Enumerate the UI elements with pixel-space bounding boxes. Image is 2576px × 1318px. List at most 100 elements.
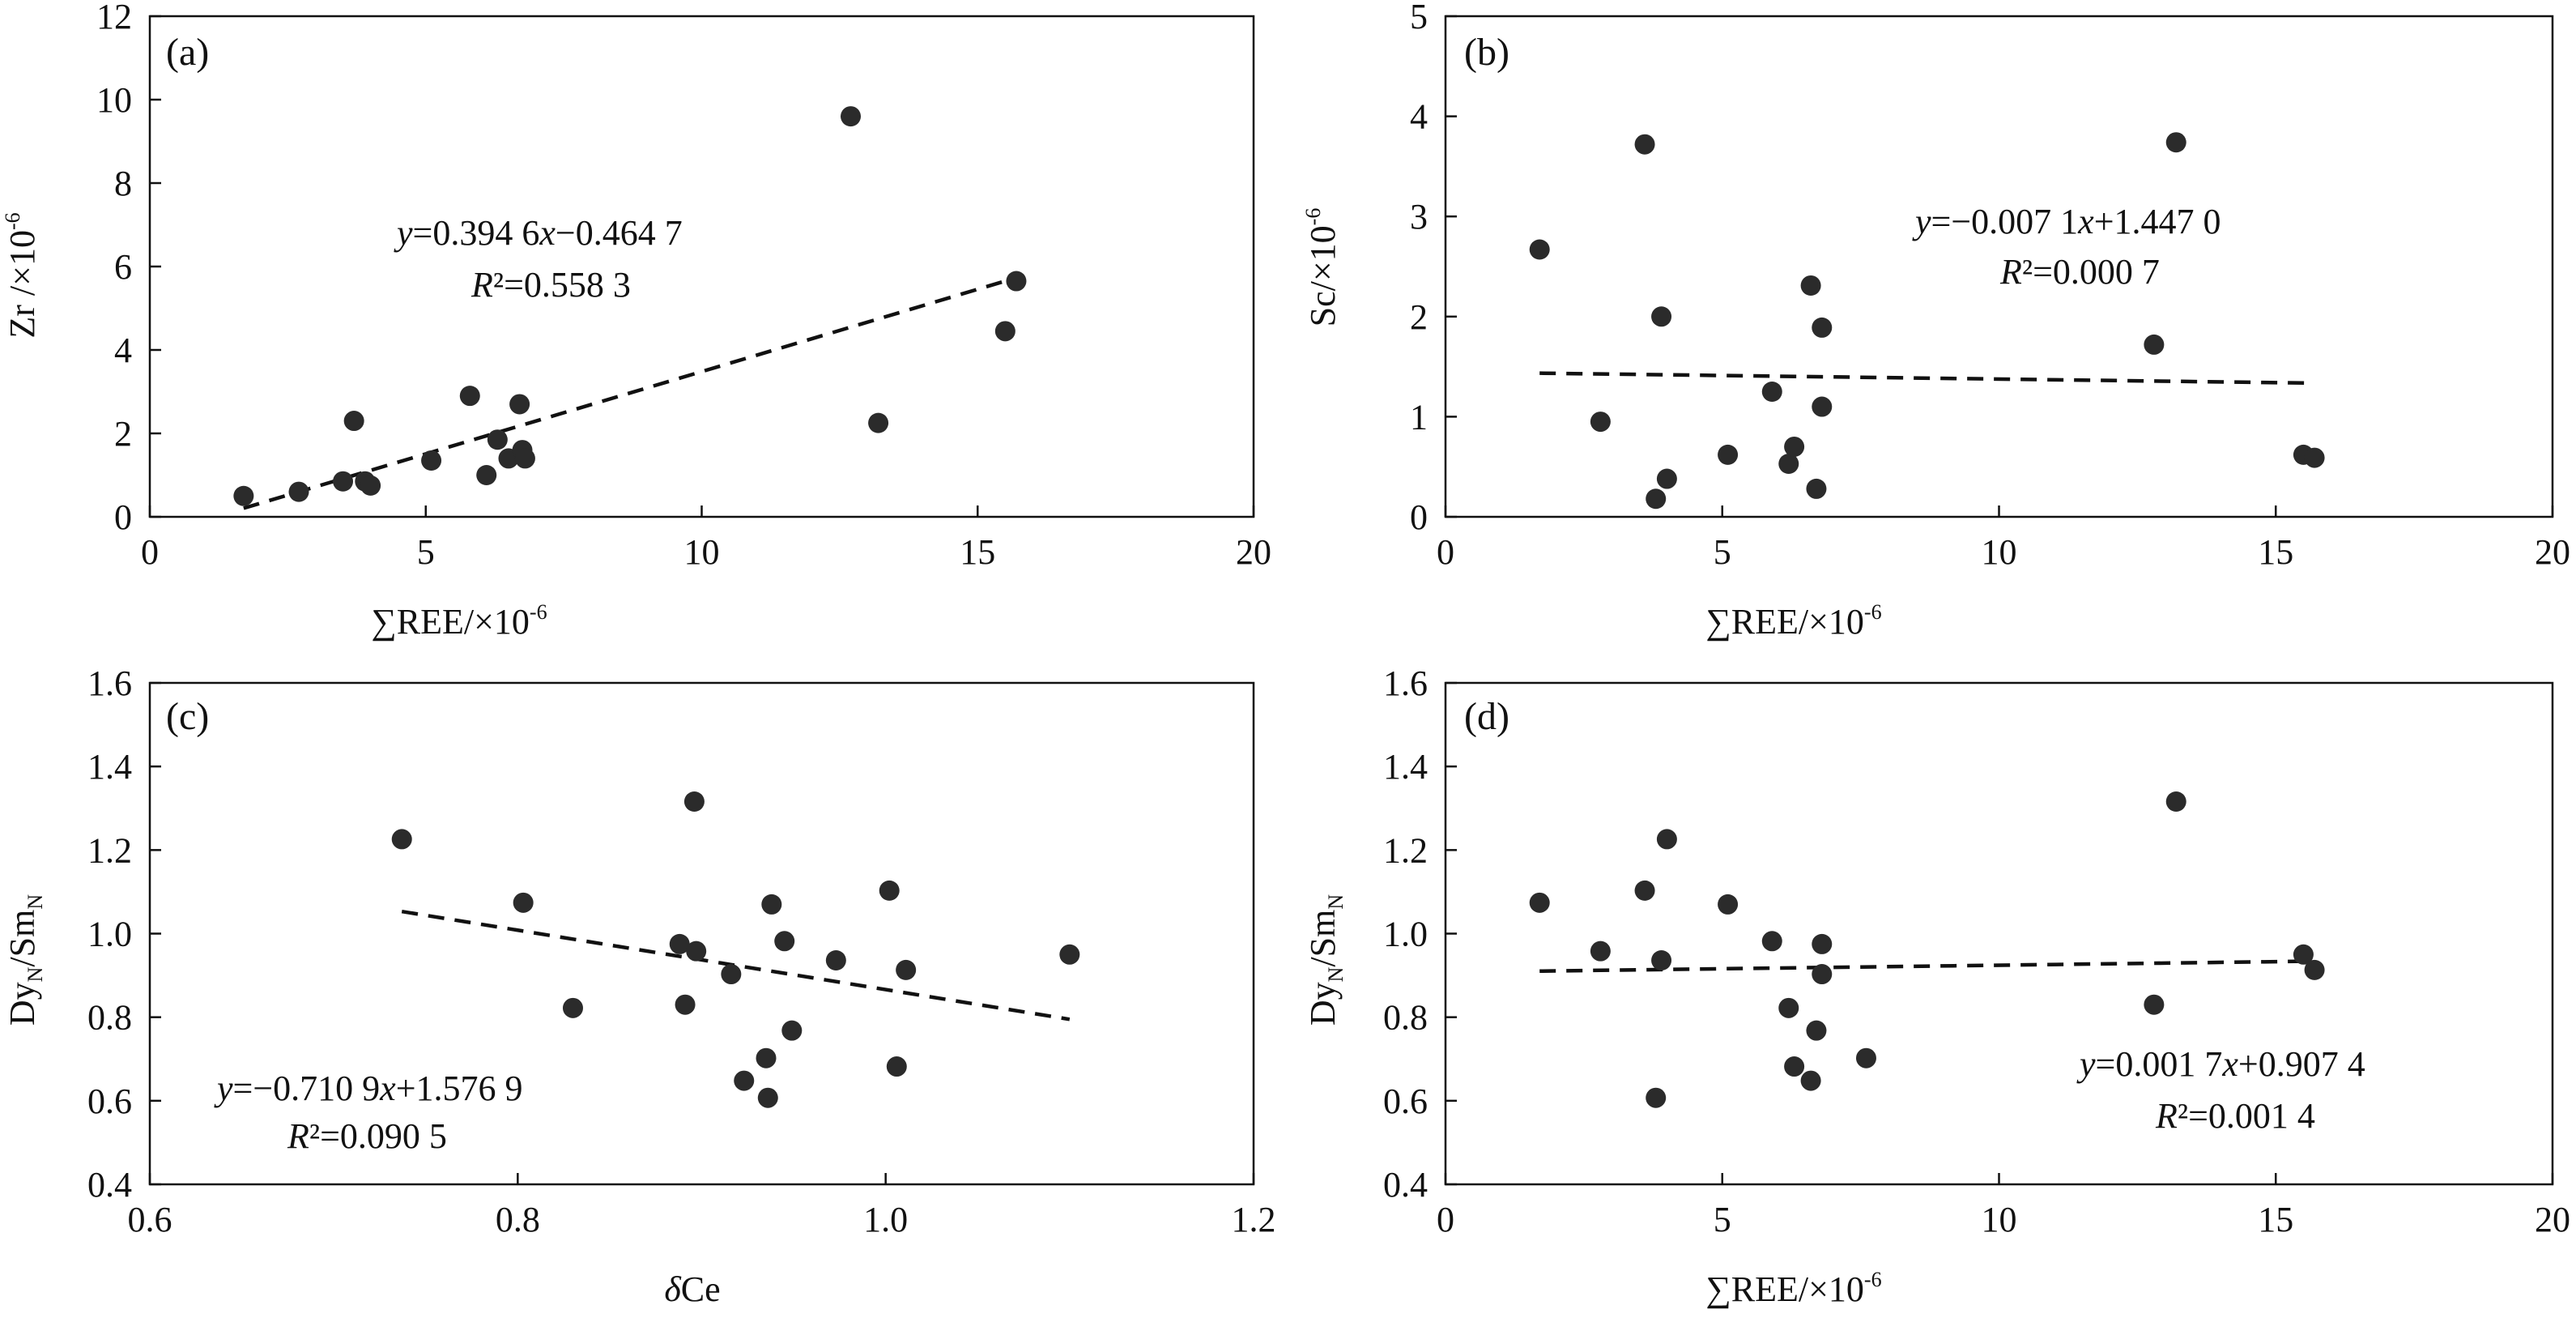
panel-c-ylabel-sub2: N bbox=[23, 894, 47, 910]
panel-d-data-point bbox=[1529, 892, 1550, 913]
panel-d-data-point bbox=[1718, 894, 1739, 915]
panel-c-ylabel-b: /Sm bbox=[2, 910, 42, 967]
panel-d-ytick-label: 1.4 bbox=[1383, 747, 1428, 787]
panel-a-xtick-label: 15 bbox=[960, 532, 995, 572]
panel-c-data-point bbox=[756, 1047, 777, 1068]
panel-d-trendline-group bbox=[1539, 959, 2315, 974]
panel-d-data-point bbox=[1761, 931, 1782, 952]
panel-c-r2: R²=0.090 5 bbox=[287, 1116, 447, 1156]
panel-d-xtick-label: 20 bbox=[2535, 1200, 2570, 1239]
panel-a-xlabel: ∑REE/×10-6 bbox=[371, 600, 547, 642]
panel-b-points bbox=[1529, 132, 2325, 510]
panel-c-data-point bbox=[757, 1087, 778, 1108]
panel-b-eq-var: x bbox=[2077, 202, 2094, 241]
panel-a-r2-r: R bbox=[470, 265, 493, 305]
panel-d: (d) 0 5 10 15 20 0.4 0.6 0.8 1.0 1.2 1.4 1.6 y=0.00… bbox=[1303, 663, 2570, 1309]
panel-d-tag: (d) bbox=[1464, 695, 1509, 738]
panel-c-eq-lhs: y bbox=[214, 1068, 233, 1108]
panel-b-xlabel-sup: -6 bbox=[1864, 600, 1882, 624]
panel-a-ytick-label: 2 bbox=[114, 414, 132, 454]
panel-b-data-point bbox=[2165, 132, 2186, 153]
panel-d-ytick-label: 1.2 bbox=[1383, 830, 1428, 870]
panel-c-data-point bbox=[562, 997, 583, 1018]
panel-c-data-point bbox=[761, 894, 782, 915]
panel-d-equation: y=0.001 7x+0.907 4 bbox=[2076, 1044, 2365, 1084]
panel-a-eq-var: x bbox=[539, 213, 556, 253]
panel-a-ytick-label: 12 bbox=[96, 0, 132, 36]
panel-b-xtick-label: 5 bbox=[1714, 532, 1731, 572]
panel-b-trendline-group bbox=[1539, 371, 2315, 386]
panel-b-data-point bbox=[1761, 382, 1782, 402]
panel-c-data-point bbox=[896, 959, 917, 980]
panel-d-ytick-label: 0.8 bbox=[1383, 998, 1428, 1038]
panel-c-ytick-label: 0.6 bbox=[87, 1081, 132, 1121]
panel-c-data-point bbox=[774, 931, 795, 952]
panel-d-data-point bbox=[1800, 1070, 1821, 1091]
panel-b: (b) 0 5 10 15 20 0 1 2 3 4 5 y=−0.007 1x+1.447 0 R… bbox=[1301, 0, 2570, 642]
panel-c-eq-tail: +1.576 9 bbox=[396, 1068, 523, 1108]
panel-c-ytick-label: 1.4 bbox=[87, 747, 132, 787]
panel-c-data-point bbox=[721, 964, 742, 985]
panel-a: (a) 0 5 10 15 20 0 2 4 6 8 10 12 y=0.394 6x−0.464 7… bbox=[1, 0, 1271, 642]
panel-d-ylabel-sub1: N bbox=[1324, 966, 1348, 982]
panel-d-data-point bbox=[1812, 933, 1833, 954]
panel-a-data-point bbox=[233, 485, 254, 506]
panel-b-ylabel: Sc/×10-6 bbox=[1301, 208, 1343, 327]
panel-a-xlabel-sup: -6 bbox=[530, 600, 547, 624]
panel-d-data-point bbox=[1634, 880, 1655, 901]
panel-a-data-point bbox=[360, 475, 381, 496]
panel-a-r2: R²=0.558 3 bbox=[470, 265, 631, 305]
panel-b-data-point bbox=[1590, 412, 1611, 433]
panel-d-xtick-label: 0 bbox=[1437, 1200, 1454, 1239]
panel-c-xtick-label: 0.6 bbox=[128, 1200, 172, 1239]
panel-c-data-point bbox=[781, 1020, 803, 1041]
panel-a-ytick-label: 6 bbox=[114, 247, 132, 287]
panel-b-data-point bbox=[2144, 334, 2165, 355]
panel-c-data-point bbox=[886, 1056, 907, 1077]
panel-a-tag: (a) bbox=[166, 31, 209, 74]
panel-c-xtick-label: 1.0 bbox=[863, 1200, 908, 1239]
panel-b-ytick-label: 4 bbox=[1410, 97, 1428, 137]
panel-d-ytick-label: 1.6 bbox=[1383, 663, 1428, 703]
panel-a-data-point bbox=[868, 412, 889, 433]
panel-c-ytick-label: 1.6 bbox=[87, 663, 132, 703]
panel-b-ytick-label: 1 bbox=[1410, 397, 1428, 437]
panel-b-data-point bbox=[1812, 396, 1833, 417]
panel-d-ylabel-sub2: N bbox=[1324, 894, 1348, 910]
panel-c-ytick-label: 0.8 bbox=[87, 998, 132, 1038]
panel-c-ylabel-a: Dy bbox=[2, 982, 42, 1026]
panel-c-tag: (c) bbox=[166, 695, 209, 738]
panel-c-data-point bbox=[669, 933, 690, 954]
panel-b-r2-r: R bbox=[1999, 252, 2022, 292]
panel-c-trendline-group bbox=[401, 909, 1071, 1022]
panel-c-data-point bbox=[513, 892, 534, 913]
panel-a-trendline bbox=[243, 275, 1017, 510]
panel-d-axes: 0 5 10 15 20 0.4 0.6 0.8 1.0 1.2 1.4 1.6 bbox=[1383, 663, 2570, 1239]
panel-d-data-point bbox=[1855, 1047, 1876, 1068]
panel-a-xtick-label: 0 bbox=[141, 532, 159, 572]
panel-b-data-point bbox=[1651, 306, 1672, 327]
panel-b-ylabel-sup: -6 bbox=[1301, 208, 1325, 226]
panel-b-xtick-label: 10 bbox=[1982, 532, 2017, 572]
panel-a-ylabel-sup: -6 bbox=[1, 212, 24, 230]
panel-d-ylabel-a: Dy bbox=[1303, 982, 1343, 1026]
panel-d-ytick-label: 0.6 bbox=[1383, 1081, 1428, 1121]
panel-d-r2: R²=0.001 4 bbox=[2155, 1096, 2315, 1136]
panel-d-xtick-label: 15 bbox=[2258, 1200, 2293, 1239]
panel-d-ylabel-b: /Sm bbox=[1303, 910, 1343, 967]
panel-a-equation: y=0.394 6x−0.464 7 bbox=[394, 213, 683, 253]
panel-c-eq-var: x bbox=[379, 1068, 396, 1108]
panel-a-data-point bbox=[994, 321, 1015, 342]
panel-b-xlabel-main: ∑REE/×10 bbox=[1705, 602, 1864, 642]
panel-b-xtick-label: 15 bbox=[2258, 532, 2293, 572]
panel-a-data-point bbox=[288, 481, 309, 502]
panel-d-points bbox=[1529, 791, 2325, 1108]
panel-b-eq-lhs: y bbox=[1912, 202, 1931, 241]
panel-d-trendline bbox=[1539, 959, 2315, 974]
panel-d-data-point bbox=[1812, 964, 1833, 985]
panel-b-tag: (b) bbox=[1464, 31, 1509, 74]
panel-a-eq-rest: =0.394 6 bbox=[413, 213, 540, 253]
panel-b-equation: y=−0.007 1x+1.447 0 bbox=[1912, 202, 2221, 241]
panel-c-ytick-label: 0.4 bbox=[87, 1165, 132, 1205]
panel-d-data-point bbox=[2165, 791, 2186, 812]
